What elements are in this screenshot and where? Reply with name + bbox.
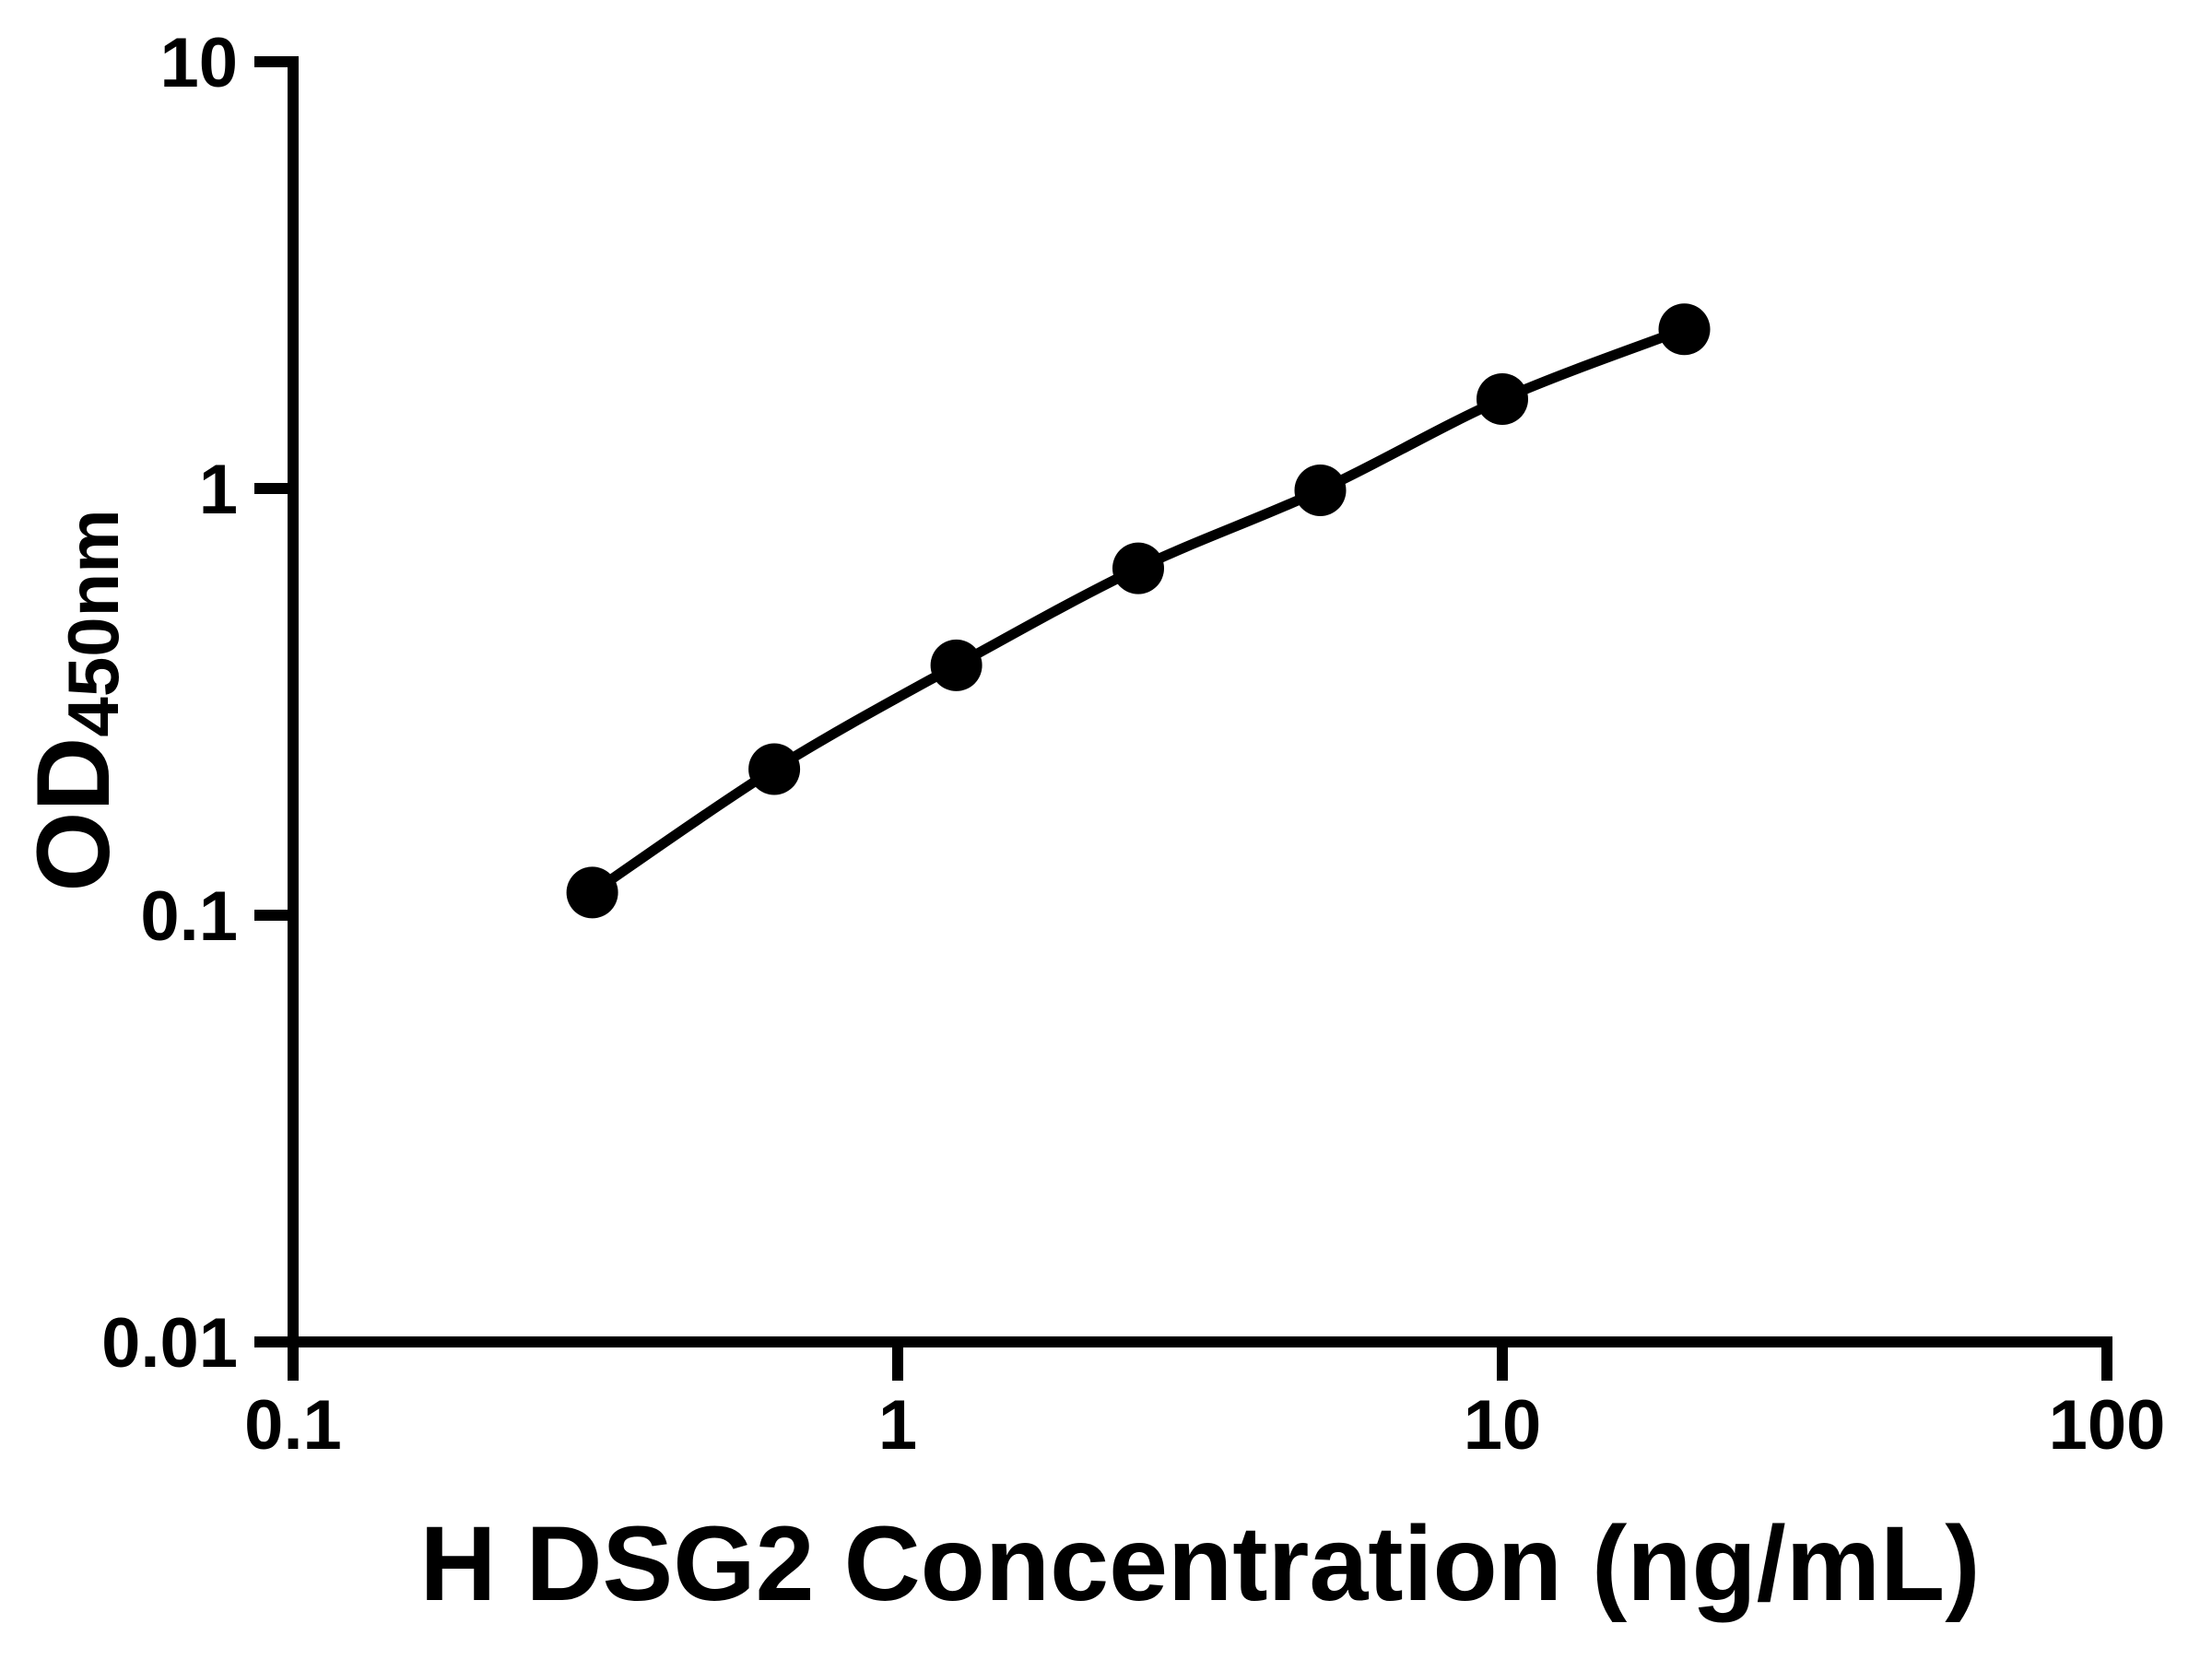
data-point-marker: [1658, 303, 1711, 356]
x-axis-ticks: [288, 1342, 2112, 1381]
x-tick-label: 1: [878, 1386, 917, 1465]
y-axis-title-main: OD: [16, 737, 131, 892]
x-axis-title: H DSG2 Concentration (ng/mL): [419, 1505, 1980, 1623]
y-tick-label: 0.1: [140, 877, 238, 956]
y-tick-label: 1: [199, 451, 238, 529]
y-axis-title: OD450nm: [16, 509, 134, 891]
data-points: [566, 303, 1711, 919]
data-point-marker: [748, 743, 801, 795]
x-tick-label: 10: [1464, 1386, 1542, 1465]
y-tick-label: 10: [159, 24, 238, 102]
y-tick-label: 0.01: [101, 1304, 238, 1382]
y-axis-ticks: [254, 56, 293, 1347]
data-point-marker: [566, 866, 618, 919]
data-point-marker: [1477, 373, 1528, 425]
data-point-marker: [930, 639, 982, 691]
data-point-marker: [1112, 542, 1164, 594]
x-axis-tick-labels: 0.1 1 10 100: [244, 1386, 2165, 1465]
x-tick-label: 100: [2049, 1386, 2166, 1465]
x-tick-label: 0.1: [244, 1386, 342, 1465]
y-axis-tick-labels: 10 1 0.1 0.01: [101, 24, 238, 1382]
y-axis-title-subscript: 450nm: [53, 509, 134, 736]
data-point-marker: [1294, 465, 1347, 516]
